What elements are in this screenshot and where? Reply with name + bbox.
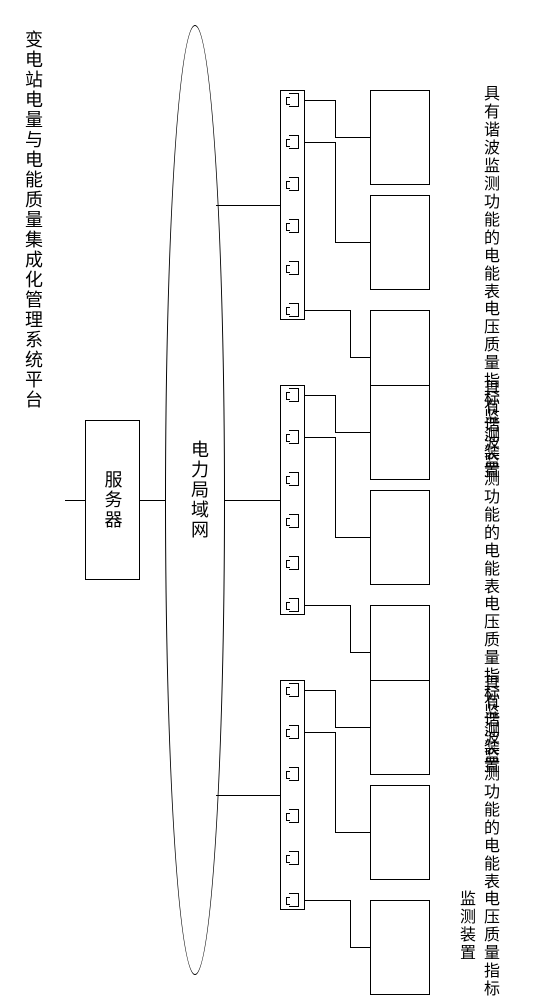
device-box	[370, 195, 430, 290]
connector	[140, 500, 168, 501]
connector	[225, 500, 280, 501]
connector	[350, 605, 351, 652]
device-box	[370, 785, 430, 880]
connector	[350, 310, 351, 357]
connector	[305, 395, 335, 396]
connector	[305, 690, 335, 691]
port-icon	[289, 219, 299, 233]
port-icon	[289, 556, 299, 570]
meter-label: 具有谐波监测功能的电能表	[461, 85, 501, 301]
meter-label: 具有谐波监测功能的电能表	[461, 675, 501, 891]
port-icon	[289, 725, 299, 739]
connector	[305, 605, 350, 606]
connector	[305, 100, 335, 101]
connector	[305, 437, 335, 438]
connector	[335, 832, 370, 833]
connector	[335, 732, 336, 832]
connector	[305, 732, 335, 733]
port-icon	[289, 261, 299, 275]
port-icon	[289, 177, 299, 191]
device-box	[370, 490, 430, 585]
server-label: 服务器	[100, 470, 126, 530]
diagram-title: 变电站电量与电能质量集成化管理系统平台	[20, 30, 46, 410]
port-icon	[289, 430, 299, 444]
connector	[335, 690, 336, 727]
port-icon	[289, 93, 299, 107]
port-icon	[289, 303, 299, 317]
connector	[335, 100, 336, 137]
meter-label: 具有谐波监测功能的电能表	[461, 380, 501, 596]
connector	[305, 900, 350, 901]
switch-ports	[287, 390, 301, 610]
connector	[350, 652, 370, 653]
connector	[335, 137, 370, 138]
port-icon	[289, 683, 299, 697]
connector	[335, 142, 336, 242]
port-icon	[289, 472, 299, 486]
connector	[216, 795, 280, 796]
device-box	[370, 90, 430, 185]
connector	[350, 900, 351, 947]
switch-ports	[287, 95, 301, 315]
device-box	[370, 680, 430, 775]
port-icon	[289, 388, 299, 402]
port-icon	[289, 767, 299, 781]
monitor-label: 电压质量指标监测装置	[461, 890, 501, 1000]
port-icon	[289, 514, 299, 528]
connector	[350, 947, 370, 948]
port-icon	[289, 135, 299, 149]
device-box	[370, 900, 430, 995]
switch-ports	[287, 685, 301, 905]
connector	[335, 727, 370, 728]
connector	[350, 357, 370, 358]
port-icon	[289, 598, 299, 612]
connector	[305, 142, 335, 143]
connector	[216, 205, 280, 206]
connector	[335, 437, 336, 537]
diagram-canvas: 变电站电量与电能质量集成化管理系统平台 服务器 电力局域网 具有谐波监测功能的电…	[0, 0, 553, 1000]
network-label: 电力局域网	[186, 440, 212, 540]
connector	[65, 500, 85, 501]
connector	[335, 242, 370, 243]
connector	[305, 310, 350, 311]
port-icon	[289, 851, 299, 865]
port-icon	[289, 809, 299, 823]
connector	[335, 395, 336, 432]
server-box: 服务器	[85, 420, 140, 580]
device-box	[370, 385, 430, 480]
connector	[335, 432, 370, 433]
port-icon	[289, 893, 299, 907]
connector	[335, 537, 370, 538]
